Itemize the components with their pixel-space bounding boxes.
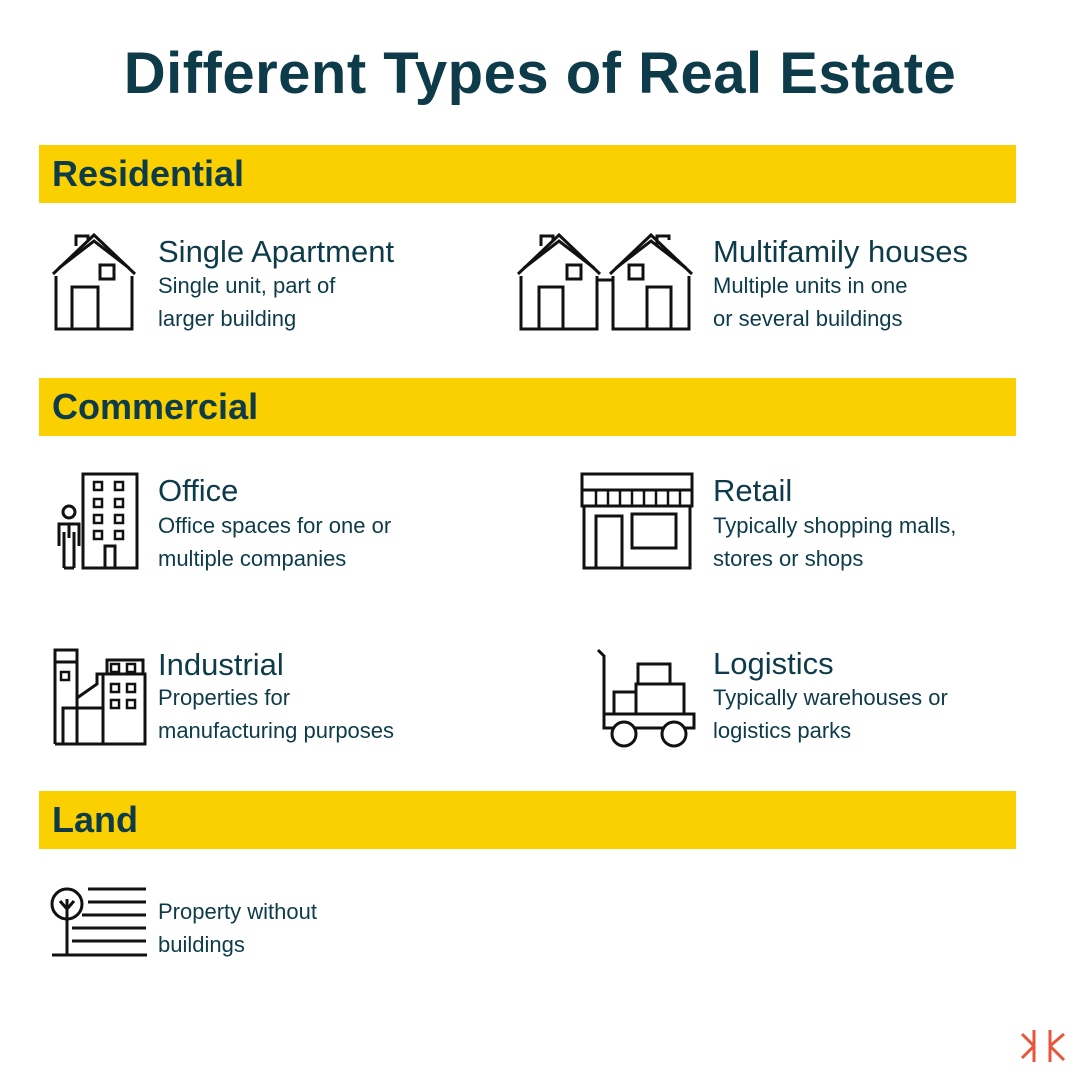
item-description-line-1: Properties for: [158, 685, 291, 710]
item-title: Industrial: [158, 647, 284, 682]
office-building-icon: [55, 472, 141, 570]
factory-icon: [53, 648, 149, 746]
item-description-line-1: Typically shopping malls,: [713, 513, 957, 538]
house-icon: [50, 232, 138, 332]
cart-boxes-icon: [596, 648, 700, 748]
item-description-line-1: Property without: [158, 899, 317, 924]
section-band-commercial: Commercial: [39, 378, 1016, 436]
item-description-line-2: logistics parks: [713, 718, 852, 743]
item-description-line-1: Multiple units in one: [713, 273, 908, 298]
storefront-icon: [580, 472, 696, 570]
item-description-line-2: buildings: [158, 932, 245, 957]
item-description-line-1: Single unit, part of: [158, 273, 336, 298]
section-heading: Residential: [52, 153, 245, 194]
item-title: Logistics: [713, 646, 834, 681]
page-title: Different Types of Real Estate: [123, 41, 957, 106]
tree-land-icon: [50, 885, 150, 959]
item-title: Single Apartment: [158, 234, 395, 269]
section-heading: Commercial: [52, 386, 259, 427]
section-heading: Land: [52, 799, 138, 840]
item-description-line-2: manufacturing purposes: [158, 718, 395, 743]
two-houses-icon: [515, 232, 697, 332]
section-band-residential: Residential: [39, 145, 1016, 203]
item-description-line-2: multiple companies: [158, 546, 347, 571]
item-title: Multifamily houses: [713, 234, 968, 269]
brand-logo-icon: [1020, 1028, 1068, 1064]
item-description-line-2: or several buildings: [713, 306, 903, 331]
item-description-line-1: Office spaces for one or: [158, 513, 392, 538]
item-title: Office: [158, 473, 239, 508]
item-description-line-2: stores or shops: [713, 546, 864, 571]
section-band-land: Land: [39, 791, 1016, 849]
item-title: Retail: [713, 473, 793, 508]
item-description-line-2: larger building: [158, 306, 297, 331]
item-description-line-1: Typically warehouses or: [713, 685, 948, 710]
